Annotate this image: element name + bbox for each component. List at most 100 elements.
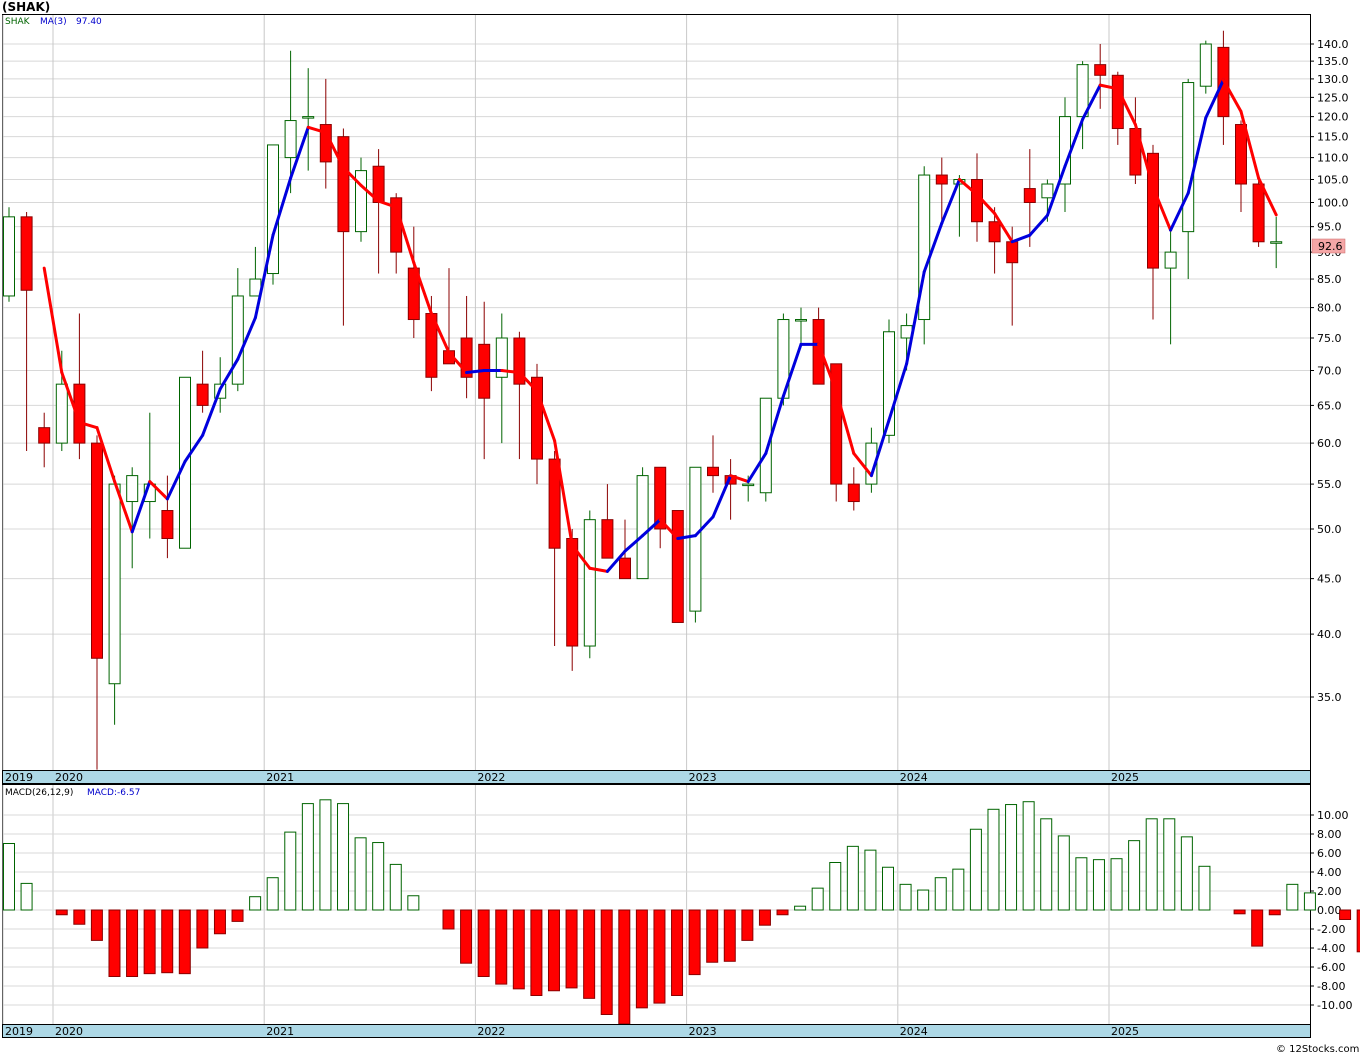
candle-down bbox=[161, 510, 174, 540]
ma-segment bbox=[253, 233, 275, 320]
candle-up bbox=[689, 466, 702, 612]
macd-bar-positive bbox=[1180, 836, 1193, 911]
candle-down bbox=[671, 510, 684, 623]
price-y-tick-label: 105.0 bbox=[1317, 174, 1349, 187]
macd-bar-negative bbox=[671, 909, 684, 996]
candle-up bbox=[636, 475, 649, 580]
candle-up bbox=[1182, 82, 1195, 233]
macd-bar-negative bbox=[1268, 909, 1281, 916]
ma-segment bbox=[306, 125, 328, 135]
price-y-tick-label: 95.0 bbox=[1317, 221, 1342, 234]
macd-bar-negative bbox=[495, 909, 508, 985]
macd-bar-positive bbox=[389, 863, 402, 911]
macd-bar-positive bbox=[1198, 865, 1211, 911]
ma-segment bbox=[1098, 83, 1120, 91]
ma-segment bbox=[429, 312, 451, 355]
macd-bar-negative bbox=[1233, 909, 1246, 915]
ma-segment bbox=[623, 534, 645, 553]
candle-up bbox=[355, 170, 367, 233]
macd-y-tick-label: 8.00 bbox=[1317, 828, 1342, 841]
macd-y-tick-label: 6.00 bbox=[1317, 847, 1342, 860]
candle-down bbox=[91, 442, 103, 659]
candle-down bbox=[654, 466, 667, 530]
ma-segment bbox=[1010, 233, 1032, 244]
macd-bar-negative bbox=[776, 909, 789, 916]
ma-segment bbox=[693, 515, 715, 538]
macd-x-axis-band bbox=[2, 1024, 1311, 1038]
macd-bar-positive bbox=[1057, 835, 1070, 911]
macd-y-tick-label: -6.00 bbox=[1317, 961, 1345, 974]
ma-segment bbox=[447, 351, 469, 375]
price-x-year-label: 2020 bbox=[55, 771, 83, 784]
ma-segment bbox=[1063, 117, 1085, 168]
ma-segment bbox=[1204, 78, 1225, 120]
macd-bar-negative bbox=[565, 909, 578, 989]
macd-bar-positive bbox=[372, 842, 385, 911]
macd-y-tick-label: 0.00 bbox=[1317, 904, 1342, 917]
macd-bar-positive bbox=[284, 831, 297, 911]
macd-bar-negative bbox=[635, 909, 648, 1009]
ma-segment bbox=[1257, 176, 1278, 217]
macd-bar-negative bbox=[530, 909, 543, 996]
candle-down bbox=[513, 337, 526, 385]
macd-bar-positive bbox=[1286, 883, 1299, 911]
candle-down bbox=[1023, 188, 1036, 203]
price-y-axis: 35.0 40.0 45.0 50.0 55.0 60.0 65.0 70.0 75.0 80.0… bbox=[1310, 38, 1349, 704]
price-y-tick-label: 40.0 bbox=[1317, 628, 1342, 641]
macd-bar-positive bbox=[1110, 858, 1123, 911]
ma-segment bbox=[852, 451, 873, 478]
price-y-tick-label: 120.0 bbox=[1317, 111, 1349, 124]
candle-up bbox=[1199, 43, 1212, 87]
candle-up bbox=[3, 216, 15, 297]
ma-segment bbox=[77, 420, 99, 430]
ma-segment bbox=[658, 518, 680, 541]
price-x-year-label: 2019 bbox=[5, 771, 33, 784]
ma-segment bbox=[957, 178, 979, 197]
macd-bar-positive bbox=[1128, 840, 1141, 911]
price-y-tick-label: 130.0 bbox=[1317, 73, 1349, 86]
price-y-tick-label: 35.0 bbox=[1317, 691, 1342, 704]
price-y-tick-label: 80.0 bbox=[1317, 302, 1342, 315]
candle-down bbox=[407, 267, 420, 321]
ma-segment bbox=[869, 418, 891, 478]
macd-x-year-label: 2023 bbox=[689, 1025, 717, 1038]
candle-down bbox=[601, 519, 614, 559]
macd-bar-positive bbox=[917, 889, 930, 911]
ma-segment bbox=[1116, 87, 1137, 127]
ma-segment bbox=[605, 549, 627, 573]
ma-segment bbox=[940, 178, 961, 225]
macd-bar-negative bbox=[600, 909, 613, 1015]
macd-bar-positive bbox=[3, 843, 15, 911]
macd-legend-label: MACD(26,12,9) bbox=[5, 788, 73, 798]
price-y-tick-label: 60.0 bbox=[1317, 437, 1342, 450]
ma-segment bbox=[289, 125, 310, 180]
price-x-year-label: 2024 bbox=[900, 771, 928, 784]
candlestick-series bbox=[3, 30, 1283, 770]
ma-segment bbox=[148, 480, 169, 501]
ma-segment bbox=[570, 543, 592, 570]
macd-histogram bbox=[3, 799, 1360, 1025]
candle-down bbox=[460, 337, 473, 378]
macd-bar-positive bbox=[1145, 818, 1158, 911]
macd-bar-negative bbox=[1251, 909, 1264, 947]
candle-up bbox=[865, 442, 878, 485]
macd-y-tick-label: 10.00 bbox=[1317, 809, 1349, 822]
macd-bar-negative bbox=[442, 909, 455, 930]
macd-bar-negative bbox=[653, 909, 666, 1004]
ma-segment bbox=[165, 460, 187, 501]
macd-bar-positive bbox=[952, 868, 965, 911]
macd-bar-negative bbox=[460, 909, 473, 964]
last-price-marker-box bbox=[1311, 238, 1346, 254]
macd-bar-negative bbox=[477, 909, 490, 977]
macd-bar-positive bbox=[794, 905, 807, 911]
macd-bar-positive bbox=[1075, 857, 1088, 911]
ma-segment bbox=[1221, 78, 1243, 114]
price-y-tick-label: 100.0 bbox=[1317, 196, 1349, 209]
ma-segment bbox=[201, 387, 222, 437]
macd-bar-negative bbox=[723, 909, 736, 962]
candle-down bbox=[847, 483, 860, 503]
macd-bar-negative bbox=[143, 909, 156, 975]
price-gridlines bbox=[2, 15, 1310, 770]
macd-x-year-label: 2025 bbox=[1111, 1025, 1139, 1038]
